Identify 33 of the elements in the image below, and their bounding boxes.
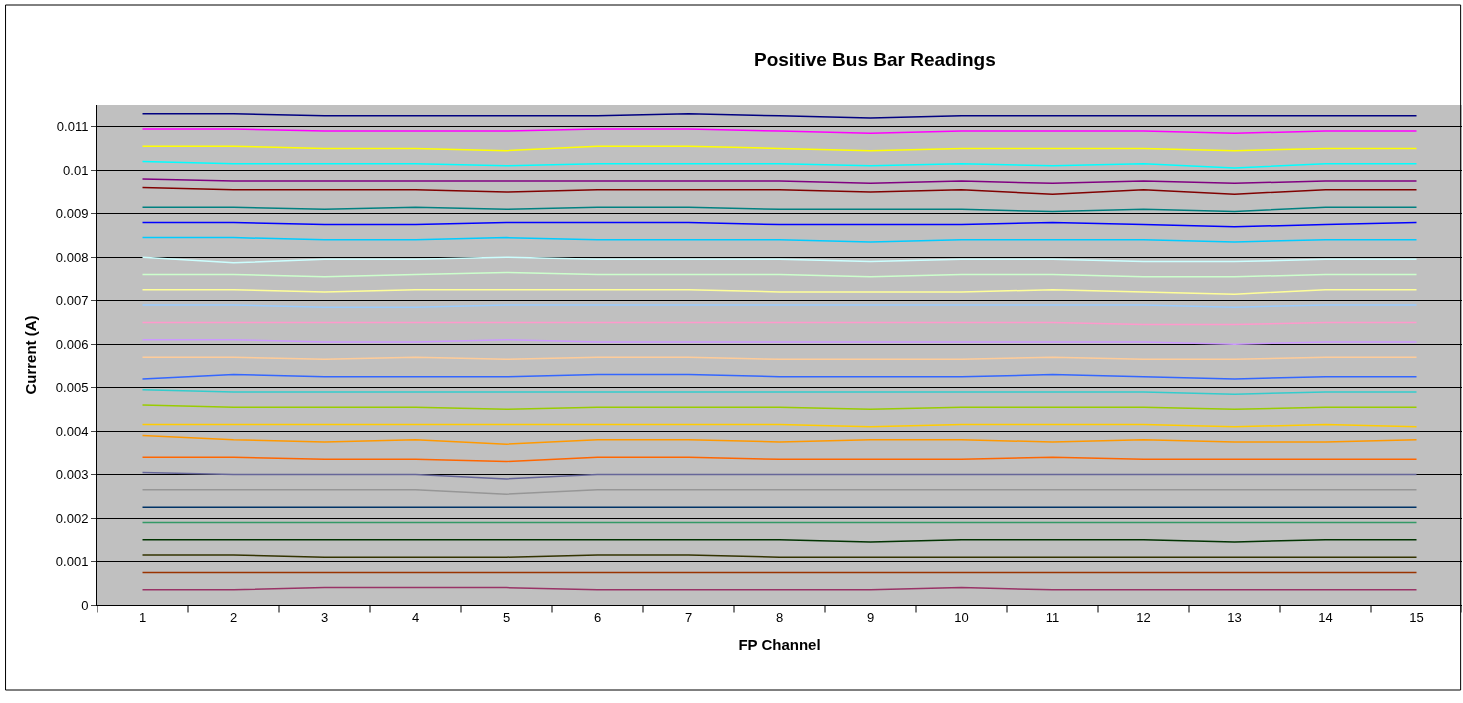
y-tick-label: 0.005: [55, 380, 89, 396]
line-series: [141, 186, 1418, 195]
y-axis-title: Current (A): [22, 315, 40, 395]
x-tick-label: 5: [502, 609, 511, 625]
x-tick-label: 10: [954, 609, 969, 625]
x-tick-label: 3: [320, 609, 329, 625]
x-tick-label: 14: [1318, 609, 1333, 625]
y-tick-label: 0.004: [55, 423, 89, 439]
y-tick-label: 0.002: [55, 510, 89, 526]
chart-title: Positive Bus Bar Readings: [753, 49, 996, 71]
y-tick-label: 0: [81, 597, 89, 613]
x-tick-label: 6: [593, 609, 602, 625]
line-series: [141, 434, 1418, 445]
x-tick-label: 13: [1227, 609, 1242, 625]
x-tick-label: 11: [1045, 609, 1060, 625]
y-tick-label: 0.007: [55, 293, 89, 309]
y-tick-label: 0.01: [63, 162, 89, 178]
line-series: [141, 160, 1418, 169]
x-tick-label: 15: [1409, 609, 1424, 625]
y-tick-label: 0.009: [55, 206, 89, 222]
y-tick-label: 0.003: [55, 467, 89, 483]
x-tick-label: 4: [411, 609, 420, 625]
x-tick-label: 8: [775, 609, 784, 625]
y-tick-label: 0.006: [55, 336, 89, 352]
x-tick-label: 12: [1136, 609, 1151, 625]
y-tick-label: 0.008: [55, 249, 89, 265]
y-tick-label: 0.011: [56, 119, 89, 135]
x-tick-label: 2: [229, 609, 238, 625]
x-tick-label: 9: [866, 609, 875, 625]
x-axis-title: FP Channel: [738, 635, 821, 653]
y-tick-label: 0.001: [55, 554, 89, 570]
x-tick-label: 7: [684, 609, 693, 625]
x-tick-label: 1: [138, 609, 147, 625]
